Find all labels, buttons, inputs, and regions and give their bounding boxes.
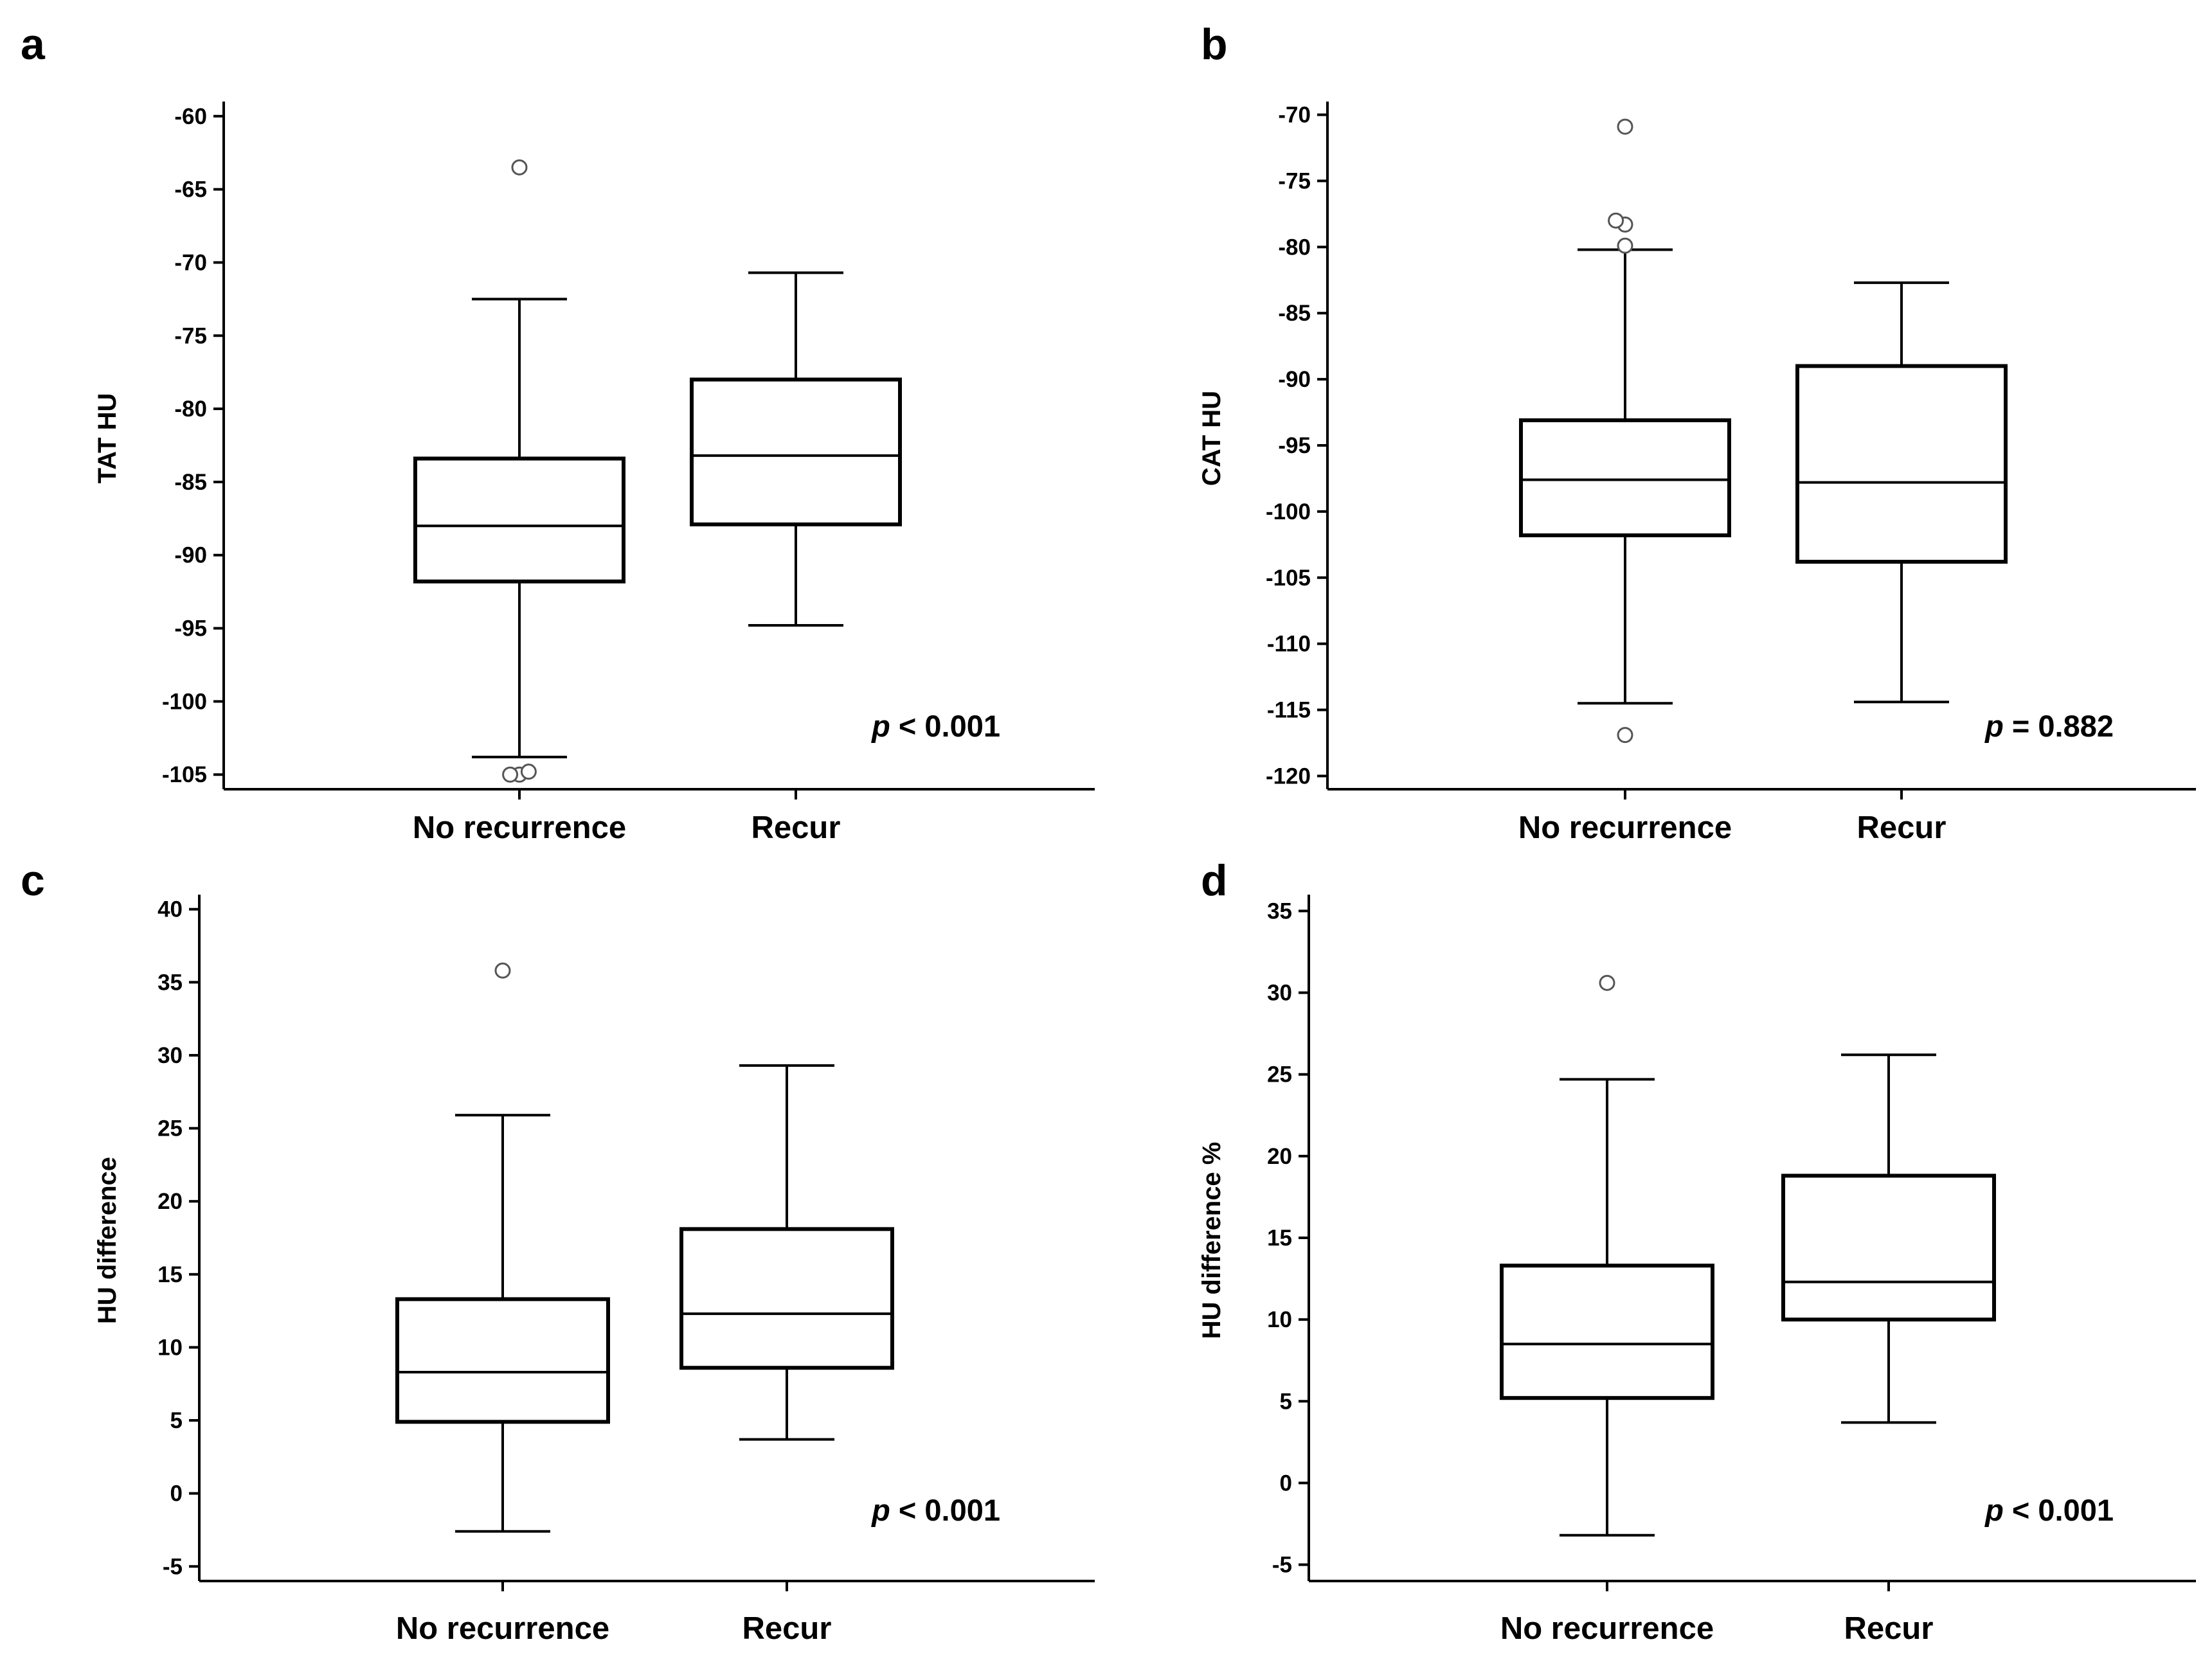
p-value-text: < 0.001 [890,709,1000,743]
box-iqr [679,1227,894,1370]
box-iqr [395,1297,610,1424]
outlier-point [1617,727,1633,744]
x-category-label: Recur [751,810,841,845]
y-tick-label: -100 [162,689,207,714]
y-tick-label: -85 [1278,301,1311,326]
outlier-point [511,159,528,175]
y-tick-label: -85 [174,470,207,495]
box-iqr [1795,364,2008,564]
panel-letter: c [21,856,45,905]
y-axis-title: HU difference % [1198,1142,1226,1339]
panel-b: b -70 -75 -80 -85 -90 -95 -100 -105 -110 -115 -120 C… [1198,20,2196,845]
y-tick-label: -75 [1278,168,1311,193]
y-tick-label: 35 [157,970,183,995]
y-tick-label: -80 [174,397,207,422]
y-tick-label: -95 [174,616,207,641]
y-tick-label: -105 [162,762,207,787]
panel-letter: a [21,20,46,69]
box-iqr [1781,1174,1996,1322]
y-tick-label: -110 [1267,632,1311,657]
box-1 [1795,281,2008,704]
y-tick-label: -5 [1272,1553,1292,1578]
y-tick-label: 10 [157,1335,183,1360]
y-tick-label: -100 [1266,499,1311,524]
y-tick-label: -80 [1278,235,1311,260]
y-tick-label: -70 [1278,103,1311,128]
outlier-point [1599,974,1615,991]
outlier-point [502,766,519,783]
y-tick-label: 25 [1267,1062,1292,1087]
box-0 [1519,118,1731,744]
x-category-label: No recurrence [1518,810,1732,845]
y-tick-label: 5 [170,1408,183,1433]
x-category-label: Recur [742,1611,832,1646]
box-0 [395,962,610,1533]
box-1 [690,271,902,627]
box-iqr [413,456,625,584]
y-tick-label: 15 [1267,1226,1292,1251]
panel-letter: d [1201,856,1228,905]
x-category-label: Recur [1857,810,1947,845]
p-symbol: p [1984,709,2004,743]
y-tick-label: -90 [174,543,207,568]
y-axis-title: TAT HU [93,393,121,484]
p-value-annotation: p < 0.001 [870,1493,1000,1527]
x-category-label: No recurrence [1500,1611,1714,1646]
outlier-point [1608,212,1624,229]
p-value-annotation: p = 0.882 [1984,709,2114,743]
box-iqr [690,377,902,526]
box-0 [413,159,625,783]
y-tick-label: -90 [1278,367,1311,392]
panel-letter: b [1201,20,1228,69]
y-tick-label: 30 [157,1043,183,1068]
y-tick-label: -65 [174,177,207,202]
y-tick-label: 20 [1267,1144,1292,1169]
panel-a: a -60 -65 -70 -75 -80 -85 -90 -95 -100 -105 TAT HU N… [21,20,1095,845]
x-category-label: Recur [1844,1611,1934,1646]
y-tick-label: -115 [1267,698,1311,723]
y-tick-label: -60 [174,104,207,129]
y-tick-label: 40 [157,897,183,922]
p-value-text: < 0.001 [890,1493,1000,1527]
box-1 [1781,1053,1996,1424]
y-tick-label: 20 [157,1189,183,1214]
y-tick-label: 10 [1267,1307,1292,1332]
p-value-text: = 0.882 [2004,709,2114,743]
box-0 [1500,974,1714,1537]
y-tick-label: -105 [1266,566,1311,591]
y-tick-label: 5 [1280,1389,1292,1414]
y-tick-label: 15 [157,1262,183,1287]
outlier-point [1617,237,1633,254]
outlier-point [494,962,511,979]
box-iqr [1519,418,1731,537]
y-axis-title: CAT HU [1198,391,1226,486]
p-symbol: p [870,709,890,743]
y-tick-label: -120 [1266,764,1311,789]
y-axis-title: HU difference [93,1157,121,1324]
y-tick-label: 30 [1267,981,1292,1006]
y-tick-label: -5 [163,1554,183,1579]
p-value-annotation: p < 0.001 [870,709,1000,743]
outlier-point [520,764,537,780]
box-1 [679,1064,894,1441]
box-iqr [1500,1264,1714,1400]
y-tick-label: 0 [170,1481,183,1506]
panel-c: c 40 35 30 25 20 15 10 5 0 -5 HU difference No recur… [21,856,1095,1646]
y-tick-label: 0 [1280,1470,1292,1496]
x-category-label: No recurrence [396,1611,609,1646]
p-value-text: < 0.001 [2004,1493,2114,1527]
outlier-point [1617,118,1633,135]
p-symbol: p [870,1493,890,1527]
y-tick-label: 25 [157,1116,183,1141]
x-category-label: No recurrence [413,810,626,845]
panel-d: d 35 30 25 20 15 10 5 0 -5 HU difference % No recur… [1198,856,2196,1646]
p-value-annotation: p < 0.001 [1984,1493,2114,1527]
p-symbol: p [1984,1493,2004,1527]
y-tick-label: -75 [174,323,207,348]
y-tick-label: -95 [1278,433,1311,458]
y-tick-label: -70 [174,250,207,275]
y-tick-label: 35 [1267,898,1292,924]
